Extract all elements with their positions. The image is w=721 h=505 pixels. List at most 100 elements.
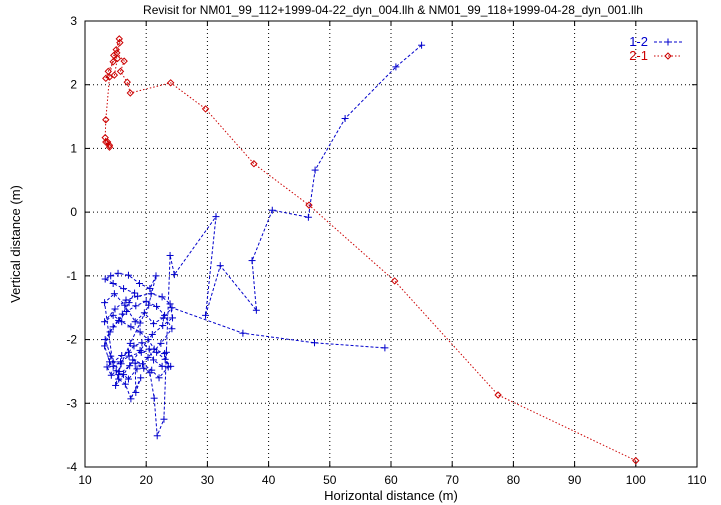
series-layer — [101, 35, 640, 465]
data-point — [107, 272, 115, 280]
data-point — [159, 314, 167, 322]
data-point — [101, 275, 109, 283]
data-point — [120, 285, 128, 293]
data-point — [104, 67, 112, 76]
data-point — [147, 290, 155, 298]
data-point — [105, 358, 113, 366]
legend-label-0: 1-2 — [629, 34, 648, 49]
x-tick-label: 90 — [568, 473, 582, 487]
data-point — [159, 322, 167, 330]
data-point — [112, 381, 120, 389]
data-point — [160, 415, 168, 423]
y-tick-label: 0 — [70, 205, 77, 219]
data-point — [116, 67, 125, 76]
data-point — [239, 329, 247, 337]
data-point — [140, 364, 148, 372]
data-point — [311, 166, 319, 174]
data-point — [153, 302, 161, 310]
axis-ticks: 10 20 30 40 50 60 70 80 90 100 110 -4 -3 -2 -1 0 1 2 3 — [66, 14, 707, 487]
x-tick-label: 20 — [140, 473, 154, 487]
data-point — [130, 342, 138, 350]
data-point — [120, 57, 128, 65]
data-point — [144, 353, 152, 361]
data-point — [123, 308, 131, 316]
x-tick-label: 10 — [78, 473, 92, 487]
data-point — [106, 328, 114, 336]
data-point — [123, 78, 131, 86]
data-point — [110, 51, 118, 60]
data-point — [101, 299, 109, 307]
chart-title: Revisit for NM01_99_112+1999-04-22_dyn_0… — [143, 3, 643, 17]
data-point — [146, 285, 154, 293]
y-tick-label: 2 — [70, 78, 77, 92]
y-tick-label: 1 — [70, 141, 77, 155]
y-axis-label: Vertical distance (m) — [8, 185, 23, 303]
data-point — [418, 41, 426, 49]
x-tick-label: 100 — [626, 473, 646, 487]
data-point — [381, 344, 389, 352]
data-point — [103, 138, 112, 146]
data-point — [150, 320, 158, 328]
data-point — [170, 271, 178, 279]
data-point — [202, 311, 210, 319]
x-tick-label: 40 — [262, 473, 276, 487]
data-point — [109, 323, 117, 331]
data-point — [158, 362, 166, 370]
data-point — [137, 348, 145, 356]
data-point — [103, 363, 111, 371]
data-point — [107, 371, 115, 379]
data-point — [124, 271, 132, 279]
data-point — [150, 345, 158, 353]
x-axis-label: Horizontal distance (m) — [324, 488, 458, 503]
data-point — [166, 251, 174, 259]
data-point — [118, 352, 126, 359]
data-point — [390, 277, 399, 285]
data-point — [135, 280, 143, 288]
legend: 1-22-1 — [629, 34, 682, 63]
data-point — [250, 160, 258, 168]
data-point — [155, 374, 163, 382]
series-line-1 — [104, 38, 637, 462]
data-point — [102, 116, 110, 124]
data-point — [126, 362, 134, 370]
data-point — [132, 388, 140, 396]
data-point — [131, 318, 139, 326]
data-point — [129, 356, 137, 364]
data-point — [109, 280, 117, 288]
data-point — [161, 355, 169, 363]
data-point — [115, 35, 123, 43]
data-point — [126, 89, 134, 97]
data-point — [136, 319, 144, 327]
data-point — [125, 299, 133, 307]
data-point — [153, 432, 161, 440]
data-point — [133, 365, 141, 373]
data-point — [169, 314, 177, 322]
x-tick-label: 50 — [323, 473, 337, 487]
data-point — [124, 375, 132, 383]
data-point — [166, 79, 175, 87]
data-point — [252, 306, 260, 314]
data-point — [137, 374, 145, 382]
data-point — [115, 316, 123, 324]
data-point — [124, 348, 132, 356]
data-point — [138, 339, 146, 347]
data-point — [112, 45, 120, 54]
data-point — [112, 367, 120, 375]
legend-marker-0 — [664, 38, 672, 46]
data-point — [118, 318, 126, 326]
data-point — [144, 336, 152, 344]
data-point — [168, 325, 176, 333]
data-point — [145, 301, 153, 309]
data-point — [139, 360, 147, 368]
data-point — [102, 138, 110, 146]
data-point — [216, 262, 224, 270]
data-point — [101, 342, 109, 350]
data-point — [110, 71, 119, 79]
data-point — [113, 54, 122, 63]
x-tick-label: 70 — [446, 473, 460, 487]
data-point — [134, 292, 142, 300]
legend-label-1: 2-1 — [629, 48, 648, 63]
data-point — [166, 300, 174, 308]
data-point — [126, 339, 134, 347]
